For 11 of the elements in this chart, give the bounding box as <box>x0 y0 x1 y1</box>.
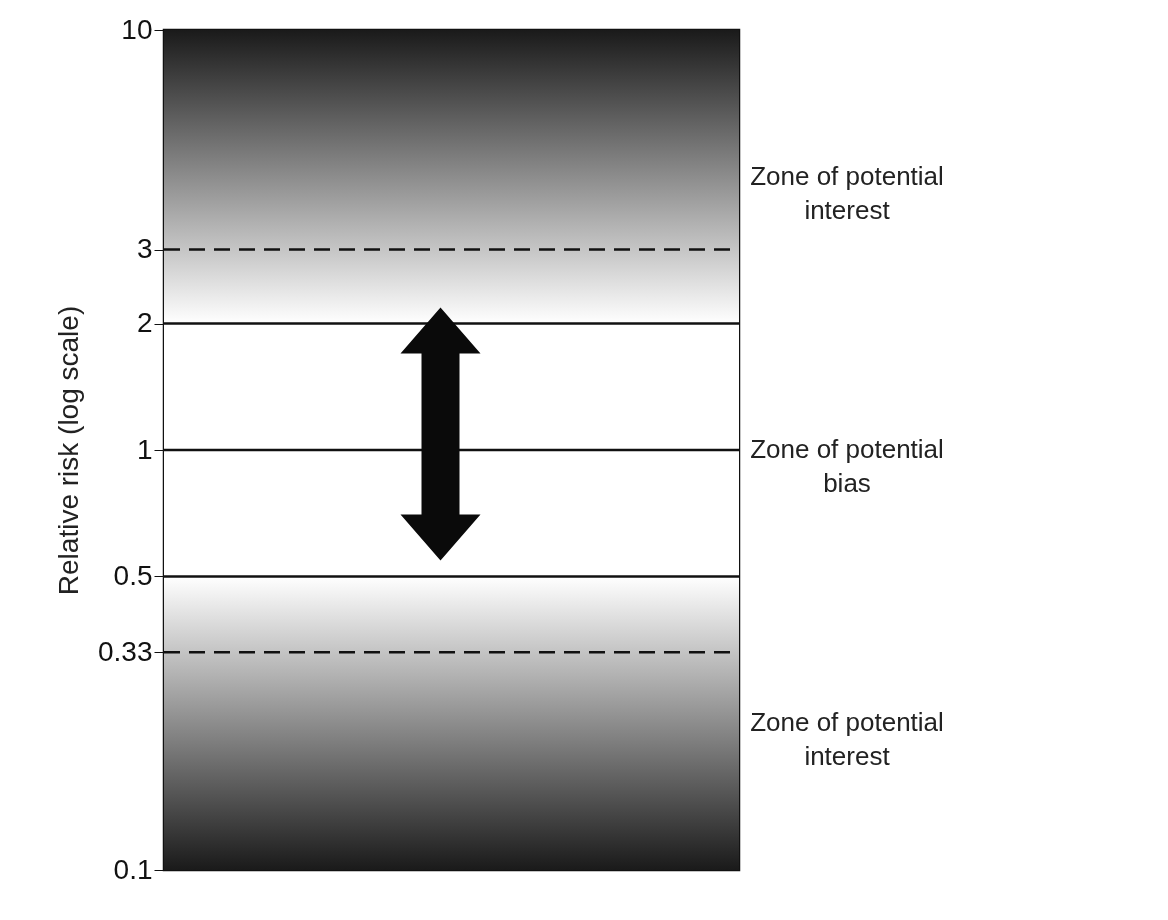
y-tick-label: 10 <box>121 13 153 45</box>
y-tick-label: 3 <box>136 233 153 265</box>
band-label: Zone of potential interest <box>750 707 944 772</box>
y-axis-title: Relative risk (log scale) <box>53 305 84 596</box>
band-label: Zone of potential bias <box>750 434 944 498</box>
band-label: Zone of potential interest <box>750 160 944 225</box>
y-tick-label: 0.33 <box>98 635 153 667</box>
y-tick-label: 0.5 <box>113 559 153 591</box>
y-tick-label: 2 <box>136 307 153 339</box>
y-tick-label: 1 <box>136 433 153 465</box>
y-tick-label: 0.1 <box>113 853 153 885</box>
